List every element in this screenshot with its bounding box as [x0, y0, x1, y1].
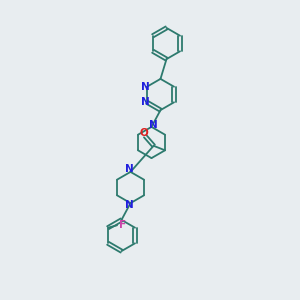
Text: N: N — [148, 120, 158, 130]
Text: F: F — [119, 220, 127, 230]
Text: N: N — [140, 82, 149, 92]
Text: O: O — [139, 128, 148, 138]
Text: N: N — [140, 97, 149, 107]
Text: N: N — [124, 200, 134, 211]
Text: N: N — [124, 164, 134, 175]
